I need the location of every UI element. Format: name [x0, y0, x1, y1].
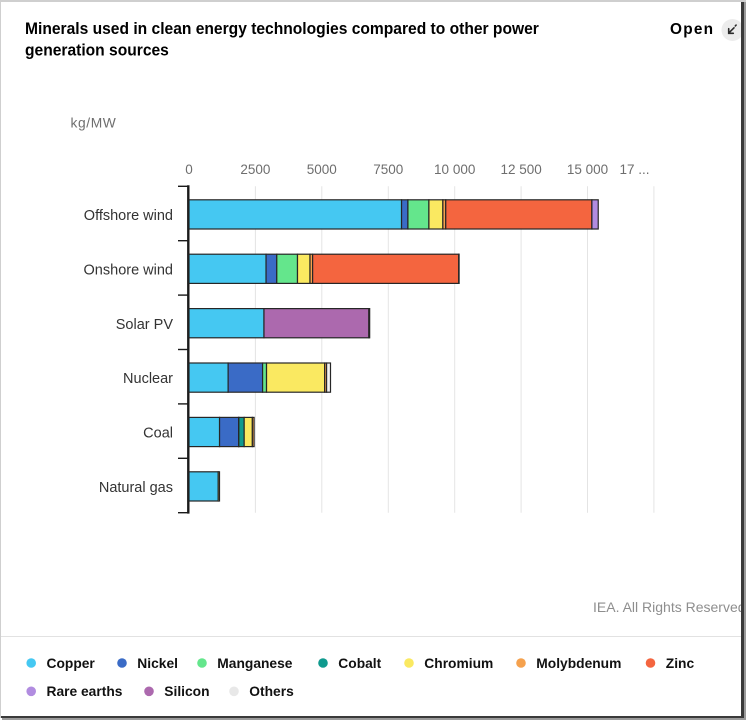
svg-text:15 000: 15 000 — [567, 162, 608, 177]
svg-text:Rare earths: Rare earths — [47, 684, 123, 699]
svg-text:Manganese: Manganese — [217, 656, 292, 671]
svg-text:Natural gas: Natural gas — [99, 480, 173, 496]
svg-text:Chromium: Chromium — [424, 656, 493, 671]
svg-text:Offshore wind: Offshore wind — [84, 208, 173, 224]
svg-text:kg/MW: kg/MW — [71, 115, 117, 130]
svg-text:Onshore wind: Onshore wind — [84, 262, 173, 278]
svg-text:0: 0 — [185, 162, 193, 177]
svg-text:5000: 5000 — [307, 162, 337, 177]
svg-text:17 ...: 17 ... — [619, 162, 649, 177]
svg-text:7500: 7500 — [373, 162, 403, 177]
svg-text:Silicon: Silicon — [164, 684, 209, 699]
svg-text:Molybdenum: Molybdenum — [536, 656, 621, 671]
svg-text:Nickel: Nickel — [137, 656, 178, 671]
svg-text:Nuclear: Nuclear — [123, 371, 173, 387]
svg-text:Solar PV: Solar PV — [116, 317, 174, 333]
svg-text:10 000: 10 000 — [434, 162, 475, 177]
svg-text:Copper: Copper — [47, 656, 96, 671]
svg-text:Zinc: Zinc — [666, 656, 695, 671]
svg-text:Coal: Coal — [143, 426, 173, 442]
svg-text:2500: 2500 — [240, 162, 270, 177]
svg-text:12 500: 12 500 — [500, 162, 541, 177]
svg-text:Others: Others — [249, 684, 294, 699]
svg-text:Cobalt: Cobalt — [338, 656, 381, 671]
